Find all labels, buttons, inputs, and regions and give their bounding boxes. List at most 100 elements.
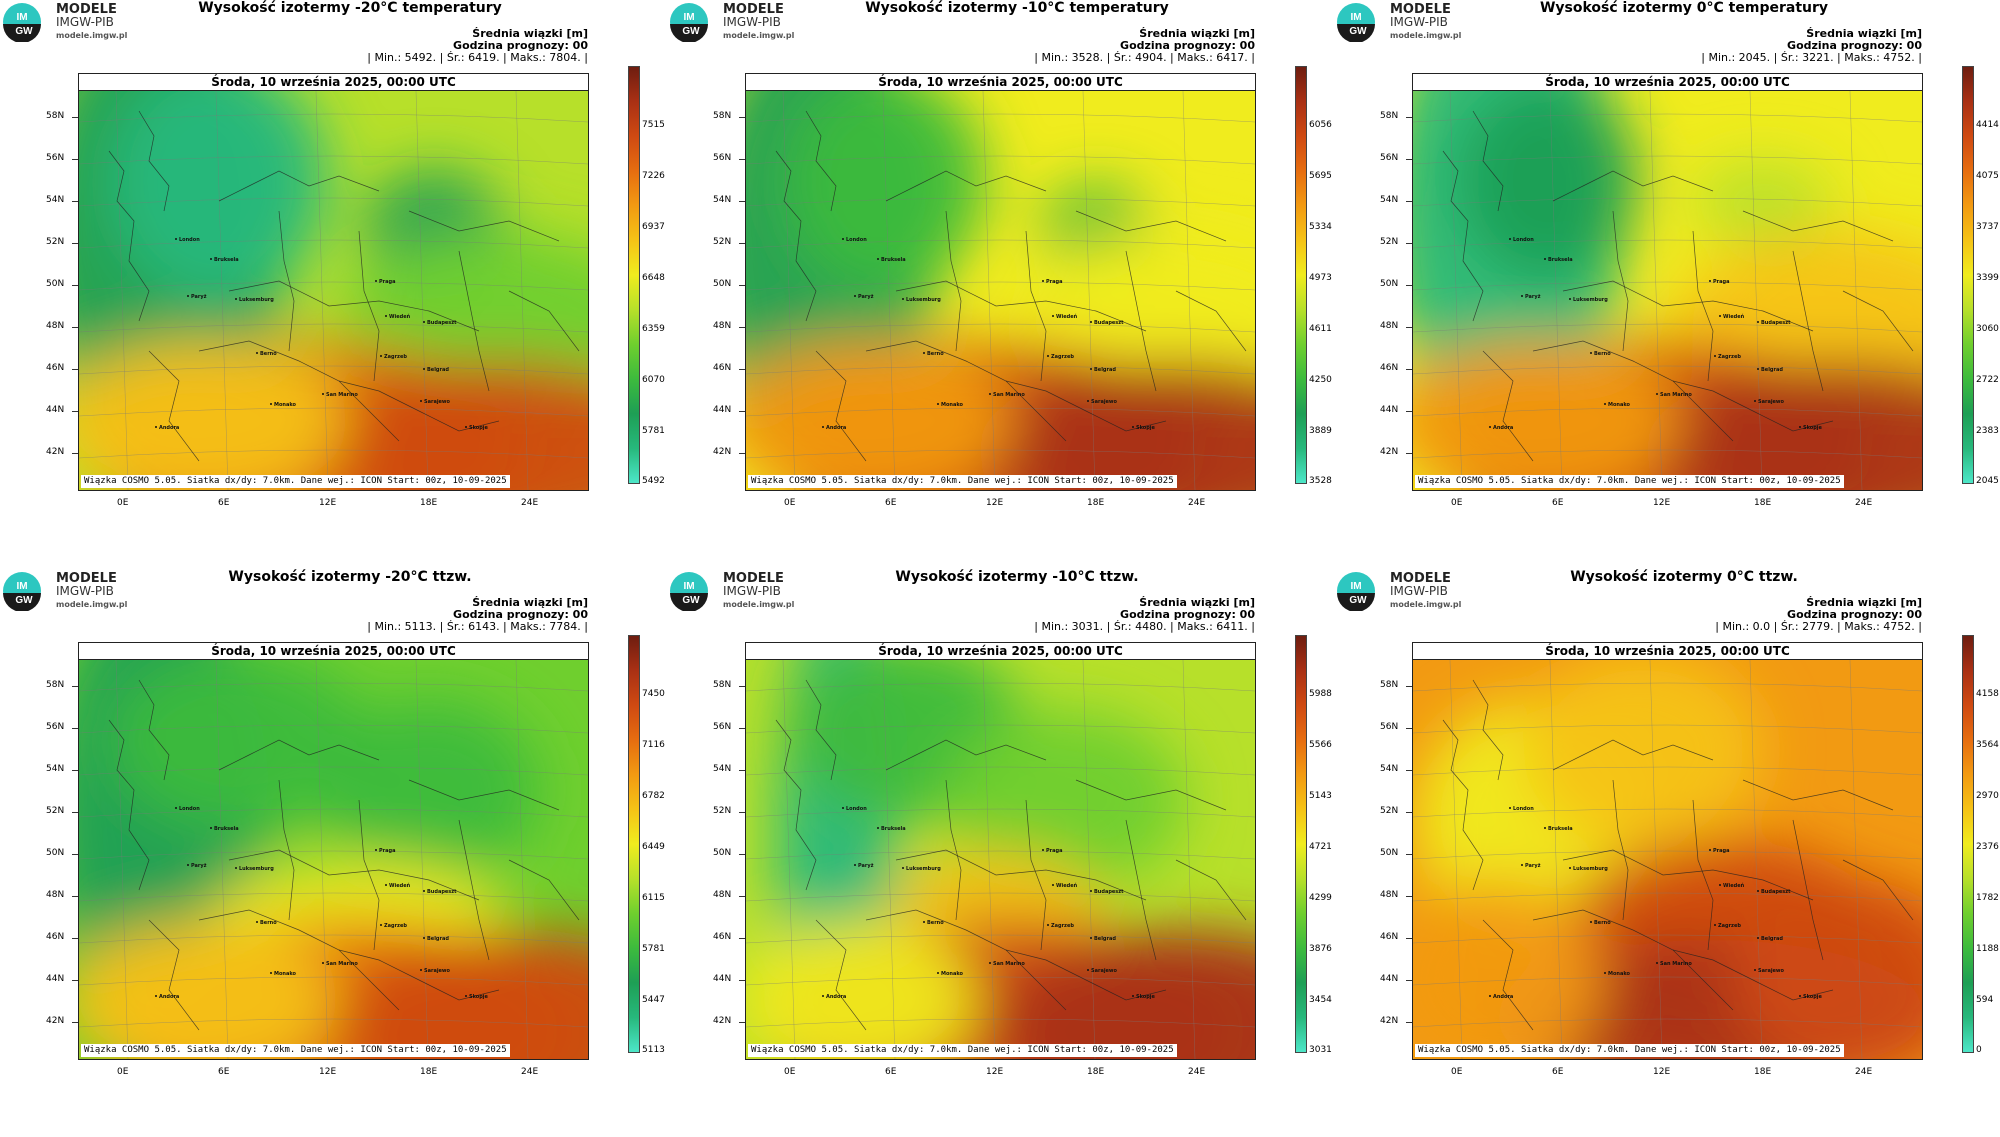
latitude-tick-label: 54N — [1380, 195, 1399, 205]
colorbar-tick-label: 4611 — [1309, 324, 1332, 334]
forecast-hour-label: Godzina prognozy: 00 — [1120, 608, 1255, 621]
longitude-tick-label: 12E — [1653, 498, 1671, 508]
city-marker — [1087, 400, 1089, 402]
border-line — [108, 719, 150, 891]
latitude-tick-label: 48N — [1380, 321, 1399, 331]
colorbar-tick-label: 2376 — [1976, 842, 1999, 852]
colorbar-tick-label: 5988 — [1309, 689, 1332, 699]
city-label: San Marino — [1660, 961, 1692, 967]
border-line — [1125, 819, 1157, 961]
latitude-line — [746, 407, 1255, 417]
latitude-tick — [739, 1022, 745, 1023]
city-label: Praga — [1046, 279, 1062, 285]
city-label: Luksemburg — [906, 866, 941, 872]
latitude-line — [746, 976, 1255, 986]
city-label: San Marino — [326, 961, 358, 967]
border-line — [228, 849, 480, 901]
latitude-line — [746, 934, 1255, 944]
longitude-line — [315, 660, 329, 1059]
latitude-tick — [739, 812, 745, 813]
latitude-tick — [72, 770, 78, 771]
stats-block: Średnia wiązki [m] Godzina prognozy: 00 | … — [367, 28, 588, 64]
field-map[interactable]: London Bruksela Paryż Luksemburg Praga Wiedeń… — [746, 660, 1255, 1059]
latitude-tick — [739, 369, 745, 370]
map-frame[interactable]: Środa, 10 września 2025, 00:00 UTC London… — [1412, 73, 1923, 491]
latitude-tick — [739, 686, 745, 687]
latitude-tick-label: 58N — [46, 680, 65, 690]
map-frame[interactable]: Środa, 10 września 2025, 00:00 UTC London… — [1412, 642, 1923, 1060]
field-map[interactable]: London Bruksela Paryż Luksemburg Praga Wiedeń… — [1413, 660, 1922, 1059]
map-frame[interactable]: Środa, 10 września 2025, 00:00 UTC London… — [78, 73, 589, 491]
latitude-tick — [72, 327, 78, 328]
city-label: Andora — [159, 425, 179, 431]
map-frame[interactable]: Środa, 10 września 2025, 00:00 UTC London… — [78, 642, 589, 1060]
brand-name: MODELE — [723, 571, 784, 586]
map-frame[interactable]: Środa, 10 września 2025, 00:00 UTC London… — [745, 642, 1256, 1060]
border-line — [508, 290, 580, 352]
field-map[interactable]: London Bruksela Paryż Luksemburg Praga Wiedeń… — [1413, 91, 1922, 490]
field-map[interactable]: London Bruksela Paryż Luksemburg Praga Wiedeń… — [746, 91, 1255, 490]
brand-block: MODELE IMGW-PIB modele.imgw.pl — [723, 3, 794, 42]
city-label: Bruksela — [881, 826, 906, 832]
city-label: Andora — [826, 425, 846, 431]
latitude-tick — [1406, 159, 1412, 160]
longitude-line — [882, 660, 896, 1059]
colorbar — [628, 635, 640, 1053]
city-label: Bruksela — [214, 826, 239, 832]
longitude-tick-label: 24E — [521, 498, 539, 508]
latitude-tick-label: 48N — [1380, 890, 1399, 900]
latitude-tick-label: 44N — [713, 974, 732, 984]
latitude-line — [1413, 892, 1922, 902]
latitude-tick — [739, 243, 745, 244]
latitude-tick-label: 52N — [713, 237, 732, 247]
brand-url: modele.imgw.pl — [1390, 600, 1462, 609]
colorbar — [1962, 66, 1974, 484]
city-label: Sarajewo — [424, 399, 451, 405]
city-label: Paryż — [191, 294, 207, 300]
longitude-tick-label: 12E — [319, 1067, 337, 1077]
city-marker — [989, 393, 991, 395]
colorbar-tick-label: 2722 — [1976, 375, 1999, 385]
city-label: London — [846, 237, 867, 243]
field-region — [319, 700, 539, 880]
city-label: Skopje — [1136, 425, 1156, 431]
border-line — [458, 819, 490, 961]
field-map[interactable]: London Bruksela Paryż Luksemburg Praga Wiedeń… — [79, 91, 588, 490]
city-marker — [1757, 890, 1759, 892]
map-panel: IM GW MODELE IMGW-PIB modele.imgw.pl Wysokość… — [1334, 569, 2000, 1137]
latitude-line — [1413, 197, 1922, 207]
longitude-line — [1082, 660, 1096, 1059]
border-line — [805, 110, 837, 212]
city-marker — [877, 258, 879, 260]
brand-name: MODELE — [1390, 2, 1451, 17]
longitude-tick-label: 6E — [885, 1067, 897, 1077]
latitude-line — [1413, 365, 1922, 375]
latitude-tick — [72, 1022, 78, 1023]
ensemble-mean-label: Średnia wiązki [m] — [1139, 596, 1255, 609]
stats-block: Średnia wiązki [m] Godzina prognozy: 00 | … — [1701, 28, 1922, 64]
city-label: Budapeszt — [1761, 889, 1791, 895]
imgw-logo-icon: IM GW — [1337, 572, 1375, 611]
border-line — [945, 210, 962, 352]
longitude-line — [515, 91, 529, 490]
city-marker — [375, 280, 377, 282]
latitude-line — [1413, 323, 1922, 333]
city-marker — [1757, 368, 1759, 370]
latitude-tick-label: 50N — [46, 848, 65, 858]
longitude-tick-label: 0E — [117, 498, 129, 508]
longitude-tick-label: 0E — [117, 1067, 129, 1077]
latitude-tick-label: 44N — [713, 405, 732, 415]
map-frame[interactable]: Środa, 10 września 2025, 00:00 UTC London… — [745, 73, 1256, 491]
longitude-line — [415, 91, 429, 490]
colorbar-tick-label: 3876 — [1309, 944, 1332, 954]
city-label: Berno — [927, 351, 944, 357]
border-line — [218, 170, 380, 202]
border-line — [218, 739, 380, 771]
field-region — [746, 341, 1016, 490]
model-footer: Wiązka COSMO 5.05. Siatka dx/dy: 7.0km. … — [748, 1044, 1177, 1057]
border-line — [895, 280, 1147, 332]
latitude-line — [746, 365, 1255, 375]
field-map[interactable]: London Bruksela Paryż Luksemburg Praga Wiedeń… — [79, 660, 588, 1059]
border-line — [1025, 230, 1047, 382]
valid-date: Środa, 10 września 2025, 00:00 UTC — [79, 74, 588, 91]
